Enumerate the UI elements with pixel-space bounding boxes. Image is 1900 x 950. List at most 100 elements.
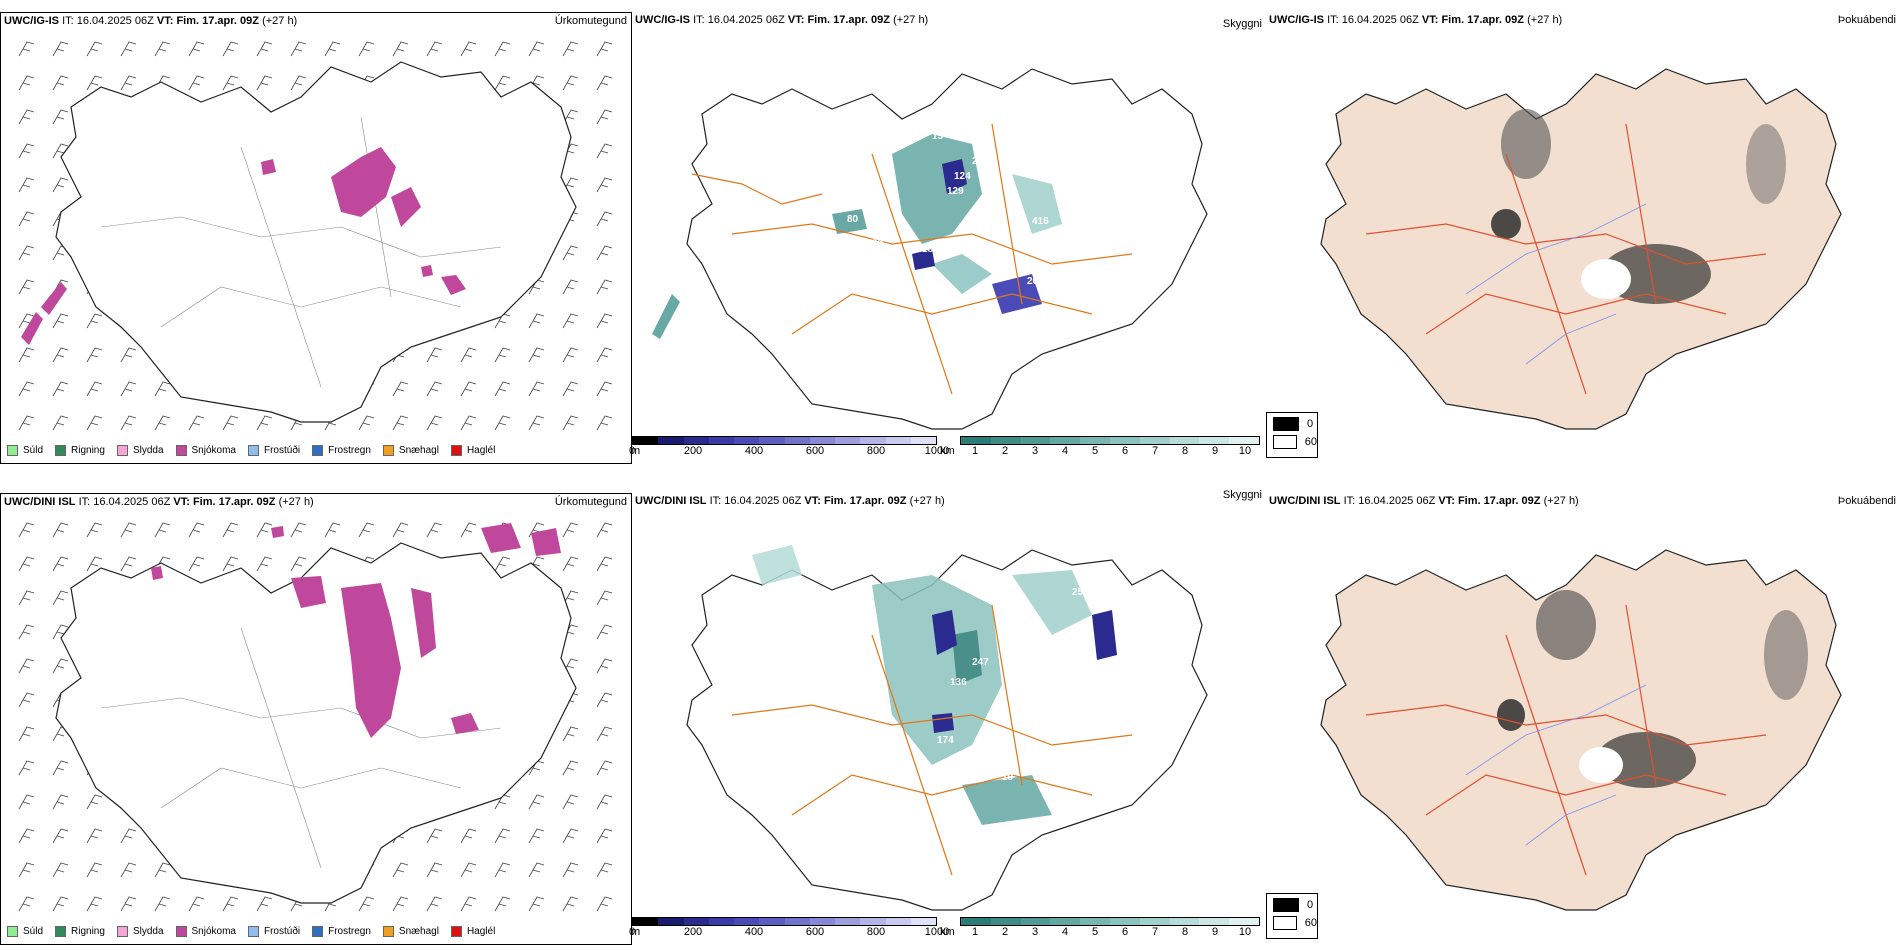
wind-barb bbox=[562, 381, 579, 397]
colorbar-tick: 1 bbox=[971, 445, 979, 457]
colorbar-segment bbox=[910, 437, 936, 444]
wind-barb bbox=[52, 590, 69, 606]
legend-label: Slydda bbox=[132, 445, 164, 456]
roads bbox=[731, 604, 1133, 876]
colorbar-tick: 4 bbox=[1061, 445, 1069, 457]
wind-barb bbox=[120, 415, 137, 431]
wind-barb bbox=[596, 279, 613, 295]
wind-barb bbox=[86, 522, 103, 538]
wind-barb bbox=[562, 726, 579, 742]
wind-barb bbox=[256, 522, 273, 538]
colorbar-tick: 3 bbox=[1031, 445, 1039, 457]
wind-barb bbox=[18, 279, 35, 295]
wind-barb bbox=[18, 381, 35, 397]
wind-barb bbox=[562, 245, 579, 261]
fog-panel-top: UWC/IG-IS IT: 16.04.2025 06Z VT: Fim. 17… bbox=[1266, 12, 1900, 464]
wind-barb bbox=[154, 896, 171, 912]
wind-barb bbox=[392, 41, 409, 57]
colorbar-segment bbox=[1139, 437, 1170, 444]
colorbar-tick: 5 bbox=[1091, 926, 1099, 938]
wind-barb bbox=[596, 415, 613, 431]
wind-barb bbox=[188, 41, 205, 57]
colorbar-segment bbox=[1050, 918, 1081, 925]
wind-barb bbox=[596, 75, 613, 91]
wind-barb bbox=[256, 415, 273, 431]
legend-swatch bbox=[55, 445, 67, 456]
wind-barb bbox=[528, 381, 545, 397]
colorbar-tick: 600 bbox=[805, 926, 825, 938]
wind-barb bbox=[120, 381, 137, 397]
wind-barb bbox=[188, 556, 205, 572]
wind-barb bbox=[562, 313, 579, 329]
colorbar-m: 0 200 400 600 800 1000 m bbox=[629, 917, 949, 939]
wind-barb bbox=[494, 415, 511, 431]
wind-barb bbox=[18, 828, 35, 844]
wind-barb bbox=[52, 828, 69, 844]
legend-item: Frostregn bbox=[312, 445, 371, 456]
colorbar-segment bbox=[1050, 437, 1081, 444]
wind-barb bbox=[18, 41, 35, 57]
colorbar-tick: 0 bbox=[628, 445, 636, 457]
wind-barb bbox=[18, 177, 35, 193]
colorbar-segment bbox=[1080, 918, 1110, 925]
wind-barb bbox=[18, 313, 35, 329]
wind-barb bbox=[528, 862, 545, 878]
wind-barb bbox=[392, 522, 409, 538]
colorbar-segment bbox=[683, 437, 709, 444]
wind-barb bbox=[188, 522, 205, 538]
wind-barb bbox=[528, 896, 545, 912]
wind-barb bbox=[426, 828, 443, 844]
legend-swatch bbox=[247, 445, 259, 456]
wind-barb bbox=[562, 522, 579, 538]
wind-barb bbox=[596, 794, 613, 810]
panel-title: Þokuábendi bbox=[1837, 495, 1896, 507]
legend-item: Snæhagl bbox=[382, 445, 439, 456]
precip-panel-bottom: UWC/DINI ISL IT: 16.04.2025 06Z VT: Fim.… bbox=[0, 493, 632, 945]
wind-barb bbox=[596, 590, 613, 606]
colorbar-segment bbox=[708, 918, 734, 925]
wind-barb bbox=[596, 760, 613, 776]
legend-label: Slydda bbox=[132, 926, 164, 937]
fog-map bbox=[1320, 549, 1842, 911]
wind-barb bbox=[562, 75, 579, 91]
wind-barb bbox=[18, 794, 35, 810]
panel-title: Skyggni bbox=[1222, 489, 1262, 501]
panel-header: UWC/IG-IS IT: 16.04.2025 06Z VT: Fim. 17… bbox=[635, 14, 929, 26]
colorbar-segment bbox=[683, 918, 709, 925]
legend-item: Rigning bbox=[55, 445, 105, 456]
wind-barb bbox=[596, 109, 613, 125]
colorbar-tick: 800 bbox=[866, 926, 886, 938]
wind-barb bbox=[52, 760, 69, 776]
wind-barb bbox=[596, 347, 613, 363]
legend-item: Frostúði bbox=[247, 445, 300, 456]
colorbar-tick: 7 bbox=[1151, 926, 1159, 938]
wind-barb bbox=[52, 313, 69, 329]
colorbar-segment bbox=[1199, 437, 1230, 444]
wind-barb bbox=[460, 896, 477, 912]
colorbar-segment bbox=[961, 918, 991, 925]
wind-barb bbox=[596, 313, 613, 329]
wind-barb bbox=[392, 896, 409, 912]
colorbar-segment bbox=[990, 918, 1021, 925]
wind-barb bbox=[596, 862, 613, 878]
legend-swatch bbox=[116, 926, 128, 937]
legend-label: Rigning bbox=[71, 445, 105, 456]
wind-barb bbox=[494, 347, 511, 363]
colorbar-tick: 1000 bbox=[924, 445, 950, 457]
fog-legend: 0 60 bbox=[1266, 412, 1318, 458]
wind-barb bbox=[358, 415, 375, 431]
legend-item: Frostregn bbox=[312, 926, 371, 937]
colorbar-segment bbox=[809, 918, 835, 925]
wind-barb bbox=[494, 556, 511, 572]
cloudbase-label: 174 bbox=[937, 735, 954, 746]
roads bbox=[100, 627, 502, 869]
wind-barb bbox=[460, 522, 477, 538]
wind-barb bbox=[528, 313, 545, 329]
iceland-outline bbox=[686, 68, 1208, 430]
wind-barb bbox=[18, 522, 35, 538]
wind-barb bbox=[18, 624, 35, 640]
cloudbase-label: 385 bbox=[972, 587, 989, 598]
wind-barb bbox=[188, 75, 205, 91]
colorbar-unit-km: km bbox=[940, 445, 955, 457]
wind-barb bbox=[562, 896, 579, 912]
